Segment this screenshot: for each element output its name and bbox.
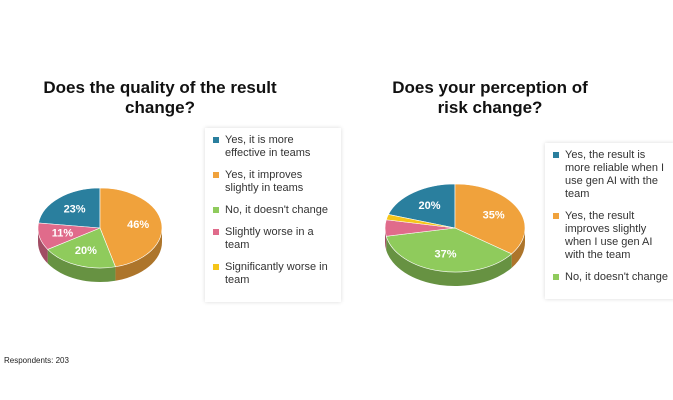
slice: [47, 227, 116, 269]
legend-label: Yes, it improves slightly in teams: [225, 169, 304, 194]
slice: [385, 227, 513, 273]
legend-swatch: [213, 207, 219, 213]
legend-item: Significantly worse in team: [213, 261, 335, 287]
legend-label: Slightly worse in a team: [225, 226, 314, 251]
legend-swatch: [213, 264, 219, 270]
legend-label: Yes, it is more effective in teams: [225, 134, 311, 159]
data-label: 46%: [127, 219, 149, 231]
data-label: 35%: [483, 210, 505, 222]
legend-item: Slightly worse in a team: [213, 226, 335, 252]
slice-side: [38, 228, 48, 264]
legend-swatch: [553, 274, 559, 280]
legend-label: Yes, the result is more reliable when I …: [565, 149, 665, 200]
legend-item: Yes, it is more effective in teams: [213, 134, 335, 160]
legend: Yes, the result is more reliable when I …: [545, 143, 673, 299]
legend-item: Yes, the result is more reliable when I …: [553, 149, 669, 201]
legend-item: No, it doesn't change: [213, 204, 335, 217]
slice-side: [511, 228, 525, 268]
legend-item: No, it doesn't change: [553, 271, 669, 284]
legend-item: Yes, the result improves slightly when I…: [553, 210, 669, 262]
slice: [385, 214, 456, 229]
slice: [387, 183, 456, 229]
slice: [99, 187, 163, 268]
legend-swatch: [213, 172, 219, 178]
legend-label: No, it doesn't change: [225, 204, 329, 216]
legend-label: No, it doesn't change: [565, 271, 669, 283]
chart-title: Does your perception of risk change?: [392, 78, 588, 117]
slice: [454, 183, 526, 255]
legend-label: Yes, the result improves slightly when I…: [565, 210, 653, 261]
chart-title: Does the quality of the result change?: [43, 78, 277, 117]
legend-swatch: [553, 152, 559, 158]
legend: Yes, it is more effective in teams Yes, i…: [205, 128, 341, 302]
slice-side: [115, 228, 162, 281]
data-label: 37%: [435, 249, 457, 261]
data-label: 20%: [75, 245, 97, 257]
data-label: 20%: [418, 200, 440, 212]
legend-swatch: [213, 229, 219, 235]
data-label: 23%: [64, 203, 86, 215]
legend-swatch: [213, 137, 219, 143]
legend-swatch: [553, 213, 559, 219]
data-label: 11%: [52, 227, 74, 239]
slice-side: [386, 236, 512, 286]
slice-side: [47, 249, 116, 282]
slice: [38, 187, 101, 229]
slice: [37, 222, 101, 250]
legend-label: Significantly worse in team: [225, 261, 328, 286]
legend-item: Yes, it improves slightly in teams: [213, 169, 335, 195]
footer: Respondents: 203: [4, 356, 69, 365]
